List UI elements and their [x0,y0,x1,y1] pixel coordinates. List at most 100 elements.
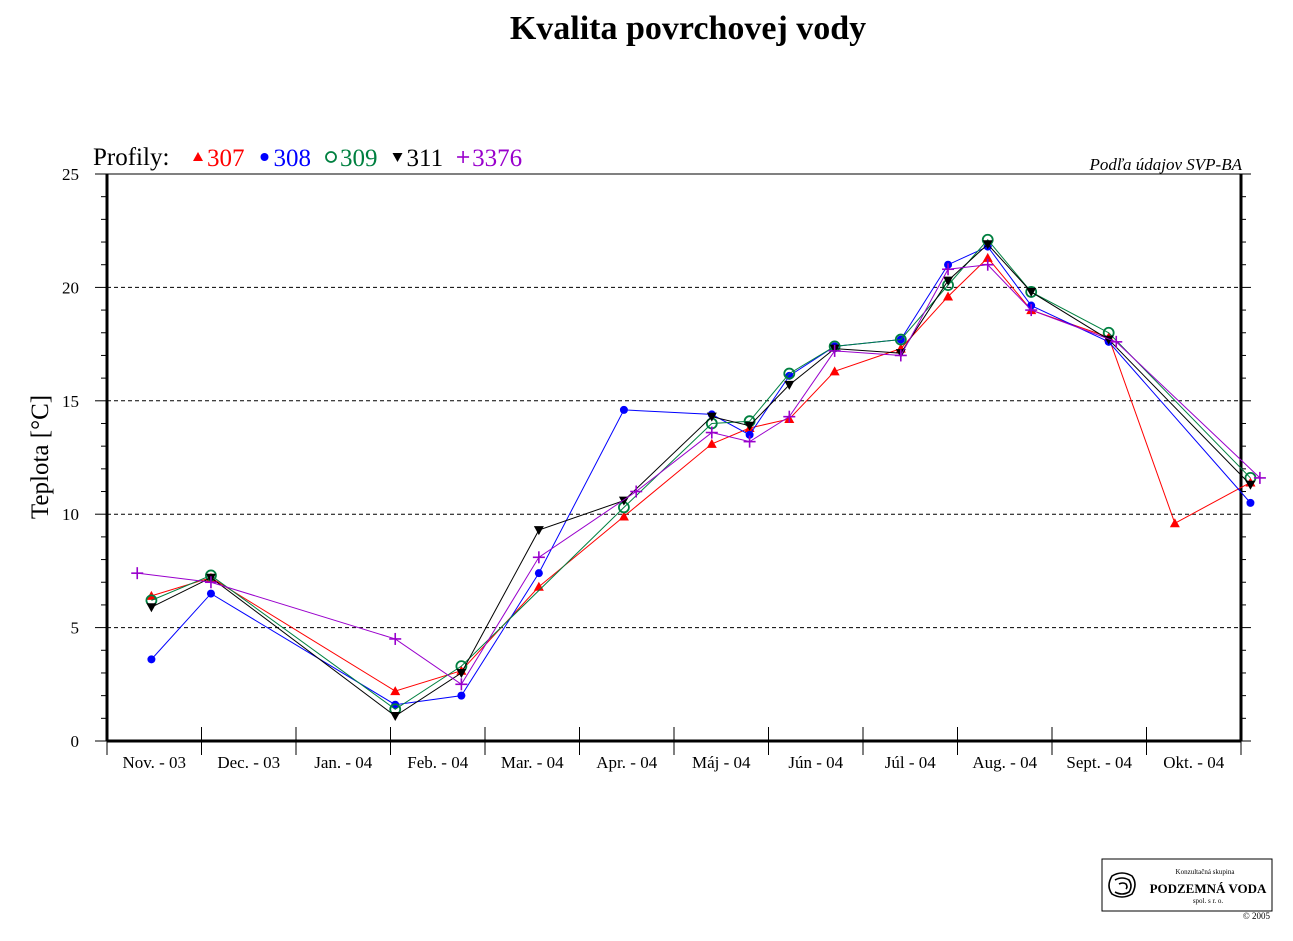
x-tick-label: Jún - 04 [788,753,843,772]
y-tick-label: 25 [62,165,79,184]
logo-emblem-icon [1108,872,1136,898]
data-point [743,435,756,448]
source-note: Podľa údajov SVP-BA [1088,155,1242,174]
legend-label-309: 309 [340,145,378,172]
y-axis-label: Teplota [°C] [27,395,54,519]
legend-label-3376: 3376 [472,145,522,172]
y-tick-label: 0 [71,732,80,751]
logo-line3: spol. s r. o. [1193,897,1224,905]
data-point [392,153,403,162]
series-line-309 [151,239,1251,710]
data-point [829,366,840,376]
grid-lines [107,286,1241,629]
data-point [745,430,754,439]
x-tick-label: Mar. - 04 [501,753,564,772]
legend-label-308: 308 [274,145,312,172]
data-point [457,691,466,700]
data-point [193,152,203,161]
series-309 [145,233,1257,716]
data-point [744,421,755,431]
legend: Profily: 307 308 309 311 3376 [93,144,522,172]
data-point [390,686,401,696]
y-tick-label: 10 [62,505,79,524]
x-tick-label: Nov. - 03 [122,753,186,772]
chart-title: Kvalita povrchovej vody [510,10,866,47]
data-point [325,151,337,163]
data-point [783,410,796,423]
x-tick-label: Máj - 04 [692,753,751,772]
data-point [1025,304,1038,317]
y-tick-label: 15 [62,392,79,411]
data-point [1246,498,1255,507]
y-tick-label: 5 [71,619,80,638]
data-point [533,526,544,536]
logo-line1: Konzultačná skupina [1176,868,1236,876]
logo-copyright: © 2005 [1243,911,1271,921]
x-tick-label: Júl - 04 [885,753,937,772]
series-layer [131,233,1266,722]
data-point [206,589,215,598]
plot-frame [106,173,1242,742]
series-3376 [131,258,1266,691]
data-point [457,151,470,163]
data-point [982,252,993,262]
data-point [534,569,543,578]
data-point [390,712,401,722]
data-point [828,344,841,357]
data-point [1245,480,1256,490]
data-point [894,349,907,362]
legend-label-307: 307 [207,145,245,172]
x-tick-label: Dec. - 03 [217,753,280,772]
data-point [618,496,629,506]
data-point [131,567,144,580]
company-logo: Konzultačná skupina PODZEMNÁ VODA spol. … [1101,858,1273,921]
data-point [894,333,907,346]
data-point [146,603,157,613]
legend-prefix: Profily: [93,144,169,171]
x-tick-label: Aug. - 04 [972,753,1037,772]
data-point [147,655,156,664]
x-tick-label: Feb. - 04 [407,753,468,772]
data-point [532,551,545,564]
series-307 [146,252,1256,696]
y-tick-label: 20 [62,278,79,297]
data-point [204,576,217,589]
data-point [706,438,717,448]
x-tick-labels: Nov. - 03 Dec. - 03 Jan. - 04 Feb. - 04 Mar.… [122,753,1224,772]
x-tick-label: Sept. - 04 [1066,753,1132,772]
series-line-3376 [137,264,1261,686]
x-tick-label: Apr. - 04 [596,753,657,772]
data-point [1169,518,1180,528]
data-point [619,405,628,414]
series-line-308 [151,245,1251,706]
y-tick-labels: 0 5 10 15 20 25 [62,165,79,751]
series-308 [147,242,1255,709]
series-line-311 [151,243,1251,717]
data-point [784,380,795,390]
data-point [456,668,467,678]
data-point [630,485,643,498]
series-line-307 [151,257,1251,692]
data-point [783,367,796,380]
data-point [943,276,954,286]
x-tick-label: Okt. - 04 [1163,753,1224,772]
data-point [982,240,993,250]
data-point [706,412,717,422]
data-point [455,678,468,691]
data-point [533,581,544,591]
data-point [943,291,954,301]
data-point [1110,335,1123,348]
axes [95,173,1251,755]
data-point [705,426,718,439]
data-point [942,263,955,276]
data-point [618,511,629,521]
data-point [389,632,402,645]
x-tick-label: Jan. - 04 [314,753,373,772]
logo-line2: PODZEMNÁ VODA [1150,881,1267,896]
data-point [981,258,994,271]
legend-label-311: 311 [407,145,444,172]
data-point [1253,471,1266,484]
data-point [260,153,269,161]
data-point [1026,287,1037,297]
